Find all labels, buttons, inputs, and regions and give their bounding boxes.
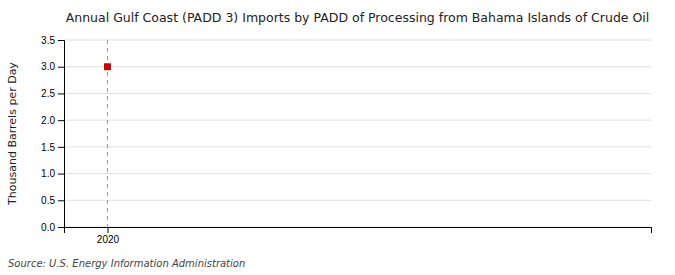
grid-line [64, 93, 651, 94]
y-tick-mark [58, 120, 64, 121]
grid-line [64, 146, 651, 147]
y-tick: 1.0 [41, 168, 64, 179]
grid-line [64, 200, 651, 201]
chart: 2020 0.0 0.5 1.0 1.5 2.0 2.5 3.0 3.5 Annual Gulf … [0, 0, 675, 275]
grid-line [64, 120, 651, 121]
y-tick: 1.5 [41, 142, 64, 153]
y-tick-label: 0.5 [41, 195, 55, 206]
x-tick-mark [107, 227, 108, 233]
y-tick-label: 3.0 [41, 61, 55, 72]
y-tick-label: 2.0 [41, 115, 55, 126]
y-tick: 0.5 [41, 195, 64, 206]
y-tick-mark [58, 93, 64, 94]
grid [64, 40, 651, 227]
plot: 2020 0.0 0.5 1.0 1.5 2.0 2.5 3.0 3.5 [41, 35, 651, 245]
y-tick-mark [58, 67, 64, 68]
grid-line [64, 173, 651, 174]
y-tick-mark [58, 200, 64, 201]
y-axis-line [58, 41, 65, 228]
point [104, 63, 111, 70]
y-tick-mark [58, 174, 64, 175]
y-axis-title: Thousand Barrels per Day [6, 62, 19, 206]
title: Annual Gulf Coast (PADD 3) Imports by PA… [66, 10, 650, 25]
y-tick-mark [58, 40, 64, 41]
y-tick-label: 1.5 [41, 142, 55, 153]
y-tick: 0.0 [41, 222, 64, 233]
y-tick: 2.0 [41, 115, 64, 126]
y-tick-label: 2.5 [41, 88, 55, 99]
y-axis: 0.0 0.5 1.0 1.5 2.0 2.5 3.0 3.5 [41, 35, 64, 233]
y-tick-mark [58, 227, 64, 228]
y-tick: 3.0 [41, 61, 64, 72]
source: Source: U.S. Energy Information Administ… [8, 258, 245, 269]
x-axis: 2020 [65, 227, 652, 245]
y-tick-mark [58, 147, 64, 148]
grid-line [64, 66, 651, 67]
y-tick: 3.5 [41, 35, 64, 46]
y-tick-label: 1.0 [41, 168, 55, 179]
y-tick-label: 3.5 [41, 35, 55, 46]
y-tick: 2.5 [41, 88, 64, 99]
x-tick-label: 2020 [97, 234, 120, 245]
x-axis-line [65, 228, 652, 234]
x-tick: 2020 [97, 227, 120, 245]
grid-line [64, 40, 651, 41]
marks [104, 40, 111, 227]
y-tick-label: 0.0 [41, 222, 55, 233]
